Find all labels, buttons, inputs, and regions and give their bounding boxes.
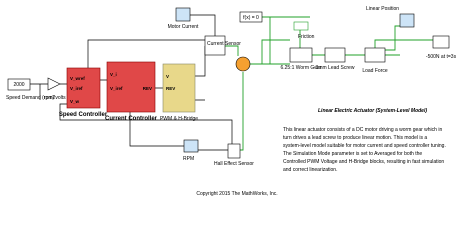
step-label: -500N at t=3s xyxy=(426,54,457,60)
description-line: and correct linearization. xyxy=(283,167,337,173)
constant-block xyxy=(7,78,31,91)
description-line: This linear actuator consists of a DC mo… xyxy=(283,127,442,133)
scope-label: RPM xyxy=(183,156,194,162)
port-label: V_iref xyxy=(110,86,123,91)
pwm-block xyxy=(162,63,196,113)
gain-block xyxy=(47,77,61,91)
port-label: V xyxy=(166,74,169,79)
speed-controller-block xyxy=(66,67,101,109)
description-line: The Simulation Mode parameter is set to … xyxy=(283,151,422,157)
friction-label: Friction xyxy=(298,34,315,40)
solver-block xyxy=(239,11,263,23)
lead-screw-block xyxy=(324,47,346,63)
current-sensor-label: Current Sensor xyxy=(207,41,241,47)
worm-gear-label: 6.25:1 Worm Gear xyxy=(280,65,321,71)
port-label: REV xyxy=(166,86,175,91)
scope-label: Motor Current xyxy=(168,24,199,30)
solver-label: f(x) = 0 xyxy=(243,15,259,21)
description: This linear actuator consists of a DC mo… xyxy=(283,127,446,173)
scope-block xyxy=(399,13,415,28)
step-block xyxy=(432,35,450,49)
worm-gear-block xyxy=(289,47,313,63)
load-force-block xyxy=(364,47,386,63)
constant-label: Speed Demand (rpm) xyxy=(6,95,54,101)
scope-block xyxy=(183,139,199,153)
lead-screw-label: 3mm Lead Screw xyxy=(316,65,355,71)
copyright: Copyright 2015 The MathWorks, Inc. xyxy=(196,191,277,197)
friction-block xyxy=(293,21,309,31)
current-controller-block xyxy=(106,61,156,113)
diagram: 2000 Speed Demand (rpm) rpm2volts V_wref… xyxy=(6,6,457,197)
signal-wires xyxy=(30,14,233,151)
hall-sensor-label: Hall Effect Sensor xyxy=(214,161,254,167)
description-line: Controlled PWM Voltage and H-Bridge bloc… xyxy=(283,159,444,165)
current-controller-label: Current Controller xyxy=(105,116,158,122)
load-force-label: Load Force xyxy=(362,68,388,74)
pwm-label: PWM & H-Bridge xyxy=(160,116,198,122)
description-line: turn drives a lead screw to produce line… xyxy=(283,135,427,141)
title: Linear Electric Actuator (System-Level M… xyxy=(318,108,427,114)
constant-value: 2000 xyxy=(13,82,24,88)
motor-block xyxy=(235,56,251,72)
port-label: REV xyxy=(143,86,152,91)
current-sensor-block xyxy=(204,35,226,56)
hall-sensor-block xyxy=(227,143,241,159)
scope-block xyxy=(175,7,191,22)
port-label: V_i xyxy=(110,72,117,77)
port-label: V_wref xyxy=(70,76,85,81)
linear-position-label: Linear Position xyxy=(366,6,399,12)
speed-controller-label: Speed Controller xyxy=(59,112,108,118)
gain-label: rpm2volts xyxy=(44,95,66,101)
port-label: V_iref xyxy=(70,86,83,91)
description-line: system-level model suitable for motor cu… xyxy=(283,143,446,149)
port-label: V_w xyxy=(70,99,80,104)
physical-wires xyxy=(225,16,433,151)
